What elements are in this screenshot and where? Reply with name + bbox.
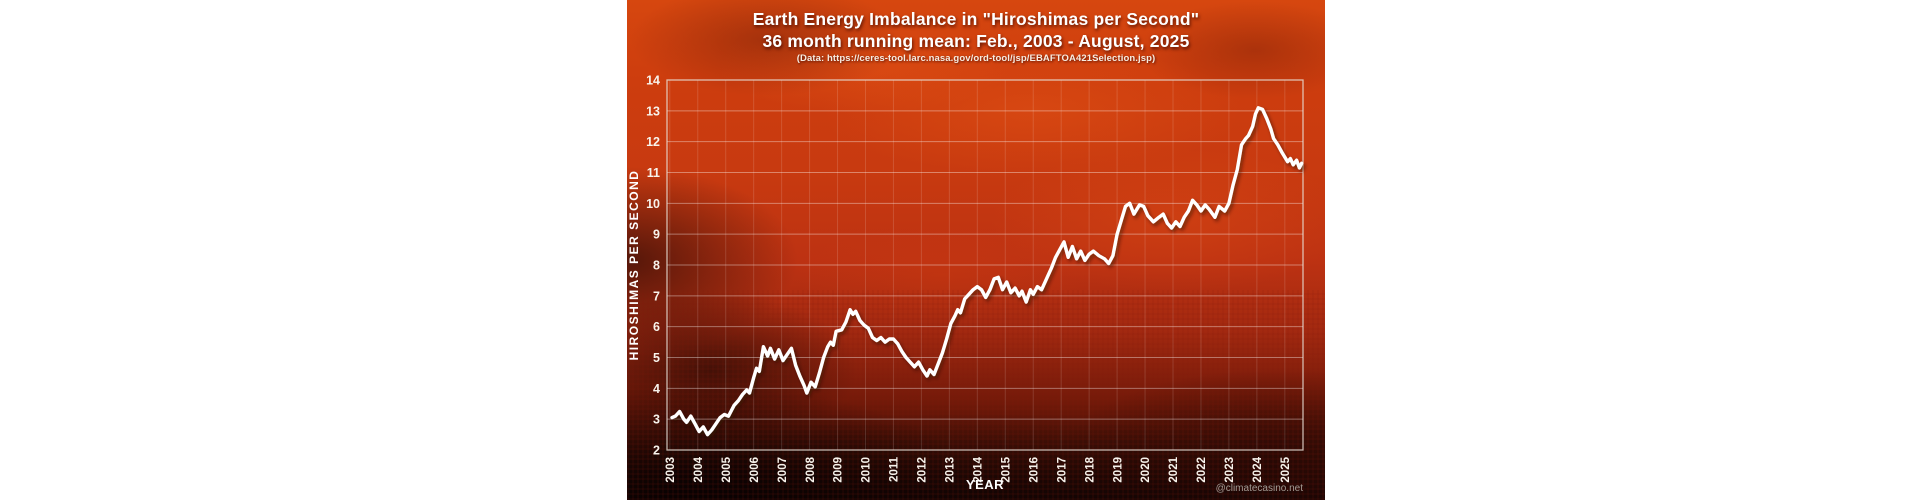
credit-watermark: @climatecasino.net xyxy=(1216,483,1304,494)
x-tick-label: 2020 xyxy=(1140,457,1152,483)
x-tick-label: 2011 xyxy=(889,456,901,482)
data-source-url: (Data: https://ceres-tool.larc.nasa.gov/… xyxy=(796,53,1156,64)
x-tick-label: 2007 xyxy=(777,457,789,483)
y-tick-label: 13 xyxy=(646,104,660,118)
y-tick-label: 3 xyxy=(653,413,660,427)
x-tick-label: 2019 xyxy=(1112,457,1124,483)
x-tick-label: 2005 xyxy=(721,456,733,482)
x-axis-title: YEAR xyxy=(966,477,1004,492)
line-chart: 2 3 4 5 6 7 8 9 10 11 12 13 14 2003 2004 2005 2006 2007 20… xyxy=(627,74,1304,494)
x-tick-label: 2017 xyxy=(1056,457,1068,483)
x-tick-label: 2014 xyxy=(973,456,985,482)
x-tick-label: 2024 xyxy=(1252,456,1264,482)
y-tick-label: 6 xyxy=(653,320,660,334)
x-tick-label: 2023 xyxy=(1224,457,1236,483)
y-tick-label: 14 xyxy=(646,74,660,88)
y-axis-title: HIROSHIMAS PER SECOND xyxy=(627,170,641,361)
y-tick-label: 7 xyxy=(653,289,660,303)
x-tick-label: 2025 xyxy=(1280,456,1292,482)
x-tick-label: 2004 xyxy=(693,456,705,482)
y-tick-label: 10 xyxy=(646,197,660,211)
plot-border xyxy=(666,79,1304,451)
x-tick-label: 2010 xyxy=(861,457,873,483)
chart-poster: Earth Energy Imbalance in "Hiroshimas pe… xyxy=(627,0,1325,500)
x-tick-label: 2016 xyxy=(1028,457,1040,483)
y-tick-label: 8 xyxy=(653,259,660,273)
x-tick-label: 2008 xyxy=(805,456,817,482)
y-tick-label: 12 xyxy=(646,135,660,149)
x-tick-label: 2015 xyxy=(1000,456,1012,482)
x-tick-label: 2009 xyxy=(833,457,845,483)
energy-imbalance-line xyxy=(670,106,1304,437)
x-tick-label: 2022 xyxy=(1196,457,1208,483)
y-tick-label: 9 xyxy=(653,228,660,242)
y-tick-label: 4 xyxy=(653,382,660,396)
x-tick-label: 2003 xyxy=(665,457,677,483)
x-tick-label: 2006 xyxy=(749,457,761,483)
chart-title: Earth Energy Imbalance in "Hiroshimas pe… xyxy=(752,9,1200,29)
x-tick-label: 2012 xyxy=(917,457,929,483)
y-tick-label: 11 xyxy=(647,166,660,180)
x-tick-label: 2013 xyxy=(945,457,957,483)
x-tick-label: 2021 xyxy=(1168,456,1180,482)
y-tick-label: 5 xyxy=(653,351,660,365)
chart-subtitle: 36 month running mean: Feb., 2003 - Augu… xyxy=(762,31,1190,51)
x-tick-label: 2018 xyxy=(1084,456,1096,482)
y-tick-label: 2 xyxy=(653,444,660,458)
